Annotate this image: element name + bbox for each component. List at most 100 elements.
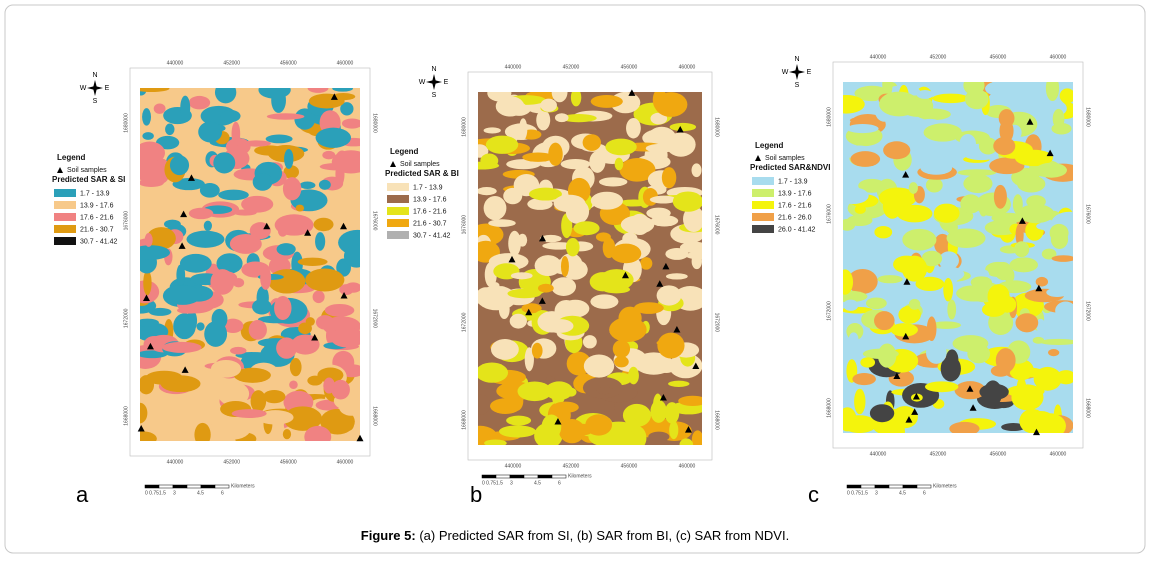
soil-sample — [304, 229, 312, 236]
map-zone — [583, 354, 615, 378]
scale-unit: Kilometers — [933, 483, 957, 489]
y-tick-label: 1672000 — [714, 313, 720, 333]
map-zone — [668, 380, 690, 387]
map-zone — [869, 404, 895, 423]
legend-swatch — [387, 207, 409, 215]
map-zone — [1014, 149, 1053, 167]
x-tick-label: 456000 — [621, 64, 638, 70]
map-zone — [289, 380, 298, 390]
scale-bar — [144, 484, 160, 489]
map-zone — [491, 282, 500, 290]
map-zone — [331, 379, 350, 400]
map-zone — [332, 88, 353, 92]
scale-bar — [158, 484, 174, 489]
legend-samples: Soil samples — [67, 167, 107, 174]
soil-sample — [1032, 428, 1040, 436]
map-zone — [307, 88, 329, 93]
map-zone — [271, 88, 286, 113]
legend-sample-icon — [390, 161, 396, 167]
map-zone — [241, 195, 274, 213]
panel-letter: b — [470, 482, 482, 507]
map-zone — [210, 359, 242, 378]
map-zone — [582, 335, 597, 349]
scale-label: 3 — [510, 480, 513, 486]
map-zone — [1046, 287, 1069, 298]
legend-label: 17.6 - 21.6 — [778, 202, 812, 209]
y-tick-label: 1668000 — [372, 406, 378, 426]
legend-label: 21.6 - 26.0 — [778, 214, 812, 221]
x-tick-label: 460000 — [679, 64, 696, 70]
scale-bar — [495, 474, 511, 479]
map-zone — [484, 262, 497, 288]
map-zone — [1055, 301, 1073, 320]
map-zone — [959, 134, 976, 153]
map-zone — [885, 420, 905, 433]
map-zone — [524, 347, 534, 372]
x-tick-label: 452000 — [563, 463, 580, 469]
map-zone — [1059, 88, 1073, 104]
map-zone — [1041, 248, 1057, 260]
map-zone — [890, 323, 918, 337]
soil-sample — [621, 271, 629, 279]
map-zone — [142, 108, 152, 126]
map-zone — [985, 82, 1015, 97]
map-zone — [212, 416, 252, 440]
map-zone — [218, 189, 249, 201]
map-zone — [1009, 257, 1038, 273]
map-zone — [938, 251, 959, 270]
compass-label: E — [807, 69, 812, 76]
y-tick-label: 1676000 — [372, 211, 378, 231]
map-zone — [960, 194, 982, 214]
map-zone — [877, 275, 903, 284]
soil-sample — [656, 280, 664, 287]
soil-sample — [662, 262, 670, 270]
map-zone — [233, 367, 271, 383]
map-zone — [276, 243, 296, 256]
map-zone — [140, 431, 157, 441]
map-zone — [510, 272, 533, 280]
map-zone — [498, 425, 536, 438]
legend-swatch — [752, 177, 774, 185]
map-zone — [507, 288, 542, 299]
map-zone — [553, 194, 586, 213]
map-zone — [850, 151, 881, 167]
map-zone — [551, 277, 577, 296]
map-zone — [921, 250, 943, 267]
map-zone — [560, 158, 591, 170]
scale-unit: Kilometers — [568, 473, 592, 479]
map-zone — [843, 269, 854, 295]
map-zone — [480, 153, 499, 168]
map-zone — [865, 297, 887, 310]
scale-bar — [916, 484, 932, 489]
map-zone — [908, 182, 918, 194]
map-zone — [926, 341, 947, 364]
x-tick-label: 452000 — [223, 459, 240, 465]
map-zone — [633, 410, 645, 422]
soil-sample — [902, 332, 910, 340]
map-zone — [640, 257, 653, 270]
map-zone — [650, 215, 679, 227]
legend-label: 13.9 - 17.6 — [778, 190, 812, 197]
map-zone — [560, 256, 569, 277]
map-zone — [318, 179, 331, 190]
map-zone — [582, 134, 602, 151]
map-zone — [541, 414, 562, 440]
map-zone — [506, 415, 532, 426]
y-tick-label: 1672000 — [123, 308, 129, 328]
map-zone — [993, 136, 1016, 156]
map-zone — [1039, 338, 1073, 346]
map-zone — [230, 346, 247, 355]
map — [140, 88, 360, 441]
x-tick-label: 440000 — [167, 60, 184, 66]
map-zone — [589, 151, 606, 173]
map-zone — [194, 422, 211, 441]
caption-label: Figure 5: — [361, 528, 416, 543]
map-zone — [260, 266, 272, 290]
soil-sample — [1046, 149, 1054, 157]
soil-sample — [912, 393, 920, 400]
map-zone — [186, 230, 225, 248]
soil-sample — [178, 242, 186, 249]
y-tick-label: 1668000 — [123, 406, 129, 426]
soil-sample — [142, 294, 150, 301]
